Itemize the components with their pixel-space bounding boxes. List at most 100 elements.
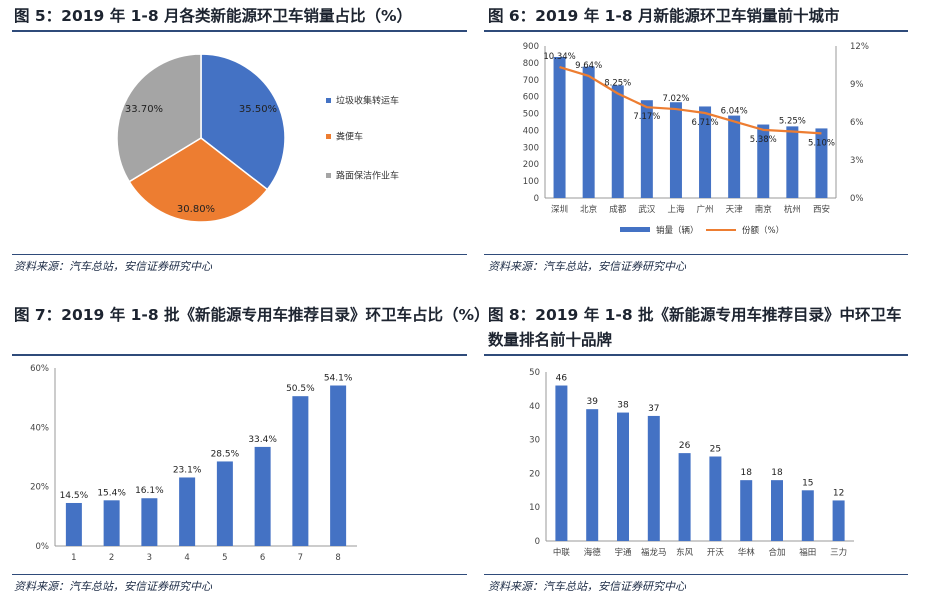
p6-legend-bar-label: 销量（辆） xyxy=(656,225,699,236)
p6-bar-2 xyxy=(582,66,595,198)
legend-label-2: 粪便车 xyxy=(336,131,363,143)
p6-ytick-100: 100 xyxy=(523,177,539,187)
p7-bar-label-4: 23.1% xyxy=(173,465,202,475)
p7-bar-4 xyxy=(179,477,196,546)
p7-bar-6 xyxy=(254,446,271,546)
legend-swatch-3 xyxy=(326,173,331,178)
p8-ytick-30: 30 xyxy=(529,436,540,446)
p6-xtick-9: 杭州 xyxy=(784,204,801,215)
p7-bar-2 xyxy=(103,500,120,546)
p8-bar-chart: 0 10 20 30 40 50 46 中联 39 海德 38 宇通 37 福龙马 26 东风 25 开沃 18 华林… xyxy=(529,368,854,558)
p6-ytick-500: 500 xyxy=(523,110,539,120)
p6-share-line xyxy=(559,65,822,135)
p7-bar-label-3: 16.1% xyxy=(135,486,164,496)
p6-legend-bar-swatch xyxy=(620,227,650,232)
p8-bar-label-6: 25 xyxy=(710,445,721,455)
p8-xtick-4: 福龙马 xyxy=(641,547,667,558)
p7-xtick-1: 1 xyxy=(71,553,76,563)
p6-share-label-6: 6.71% xyxy=(692,118,719,128)
p8-bar-label-3: 38 xyxy=(617,401,629,411)
p7-xtick-2: 2 xyxy=(109,553,114,563)
p6-y2tick-2: 6% xyxy=(850,118,864,128)
p6-share-label-3: 8.25% xyxy=(604,79,631,89)
p6-source: 资料来源：汽车总站，安信证券研究中心 xyxy=(488,260,686,273)
p7-xtick-5: 5 xyxy=(222,553,227,563)
p8-xtick-9: 福田 xyxy=(799,547,816,558)
p6-bar-5 xyxy=(669,102,682,198)
p8-ytick-40: 40 xyxy=(529,402,540,412)
p6-xtick-5: 上海 xyxy=(667,204,685,215)
pie-slice-label-1: 35.50% xyxy=(239,104,277,115)
p8-bar-label-8: 18 xyxy=(771,468,783,478)
p7-bar-chart: 0% 20% 40% 60% 14.5% 1 15.4% 2 16.1% 3 23.1% 4 28.5%… xyxy=(30,364,357,563)
p6-share-label-1: 10.34% xyxy=(543,52,575,62)
p7-bar-label-1: 14.5% xyxy=(60,491,89,501)
p8-bar-10 xyxy=(832,500,845,541)
p8-ytick-10: 10 xyxy=(529,503,540,513)
p8-title-line1: 图 8：2019 年 1-8 批《新能源专用车推荐目录》中环卫车 xyxy=(488,306,902,324)
p6-xtick-6: 广州 xyxy=(697,204,714,215)
p6-title-rule xyxy=(484,30,908,32)
pie-slice-1 xyxy=(200,53,286,191)
pie-slice-2 xyxy=(128,137,269,223)
p8-bar-label-4: 37 xyxy=(648,404,659,414)
p6-bar-7 xyxy=(728,115,741,198)
p7-xtick-4: 4 xyxy=(184,553,189,563)
p8-bar-label-2: 39 xyxy=(586,397,598,407)
p8-ytick-20: 20 xyxy=(529,469,540,479)
p7-ytick-2: 40% xyxy=(30,423,49,433)
p8-bar-4 xyxy=(647,415,660,541)
p6-share-label-8: 5.38% xyxy=(750,135,777,145)
p8-xtick-7: 华林 xyxy=(738,547,756,558)
p7-bar-1 xyxy=(65,502,82,546)
p7-bar-label-5: 28.5% xyxy=(211,449,240,459)
p6-share-label-9: 5.25% xyxy=(779,117,806,127)
p6-ytick-0: 0 xyxy=(534,194,539,204)
p6-legend-line-label: 份额（%） xyxy=(742,225,784,236)
p7-bar-label-7: 50.5% xyxy=(286,384,315,394)
p6-share-label-7: 6.04% xyxy=(721,106,748,116)
p8-bar-3 xyxy=(617,412,629,541)
pie-slice-label-2: 30.80% xyxy=(177,204,215,215)
p6-title: 图 6：2019 年 1-8 月新能源环卫车销量前十城市 xyxy=(488,7,840,25)
p6-xtick-10: 西安 xyxy=(813,204,830,215)
p8-bar-7 xyxy=(740,480,753,541)
p6-share-label-4: 7.17% xyxy=(633,112,660,122)
p8-bar-label-10: 12 xyxy=(833,488,844,498)
p5-title-rule xyxy=(12,30,467,32)
p7-title-rule xyxy=(12,354,467,356)
p6-source-rule xyxy=(484,254,908,255)
p7-bar-5 xyxy=(216,461,233,546)
p6-y2tick-4: 12% xyxy=(850,42,869,52)
p7-bar-7 xyxy=(292,396,309,546)
p5-source-rule xyxy=(12,254,467,255)
p5-title: 图 5：2019 年 1-8 月各类新能源环卫车销量占比（%） xyxy=(14,7,413,25)
p6-share-label-2: 9.64% xyxy=(575,61,602,71)
p6-share-label-5: 7.02% xyxy=(662,94,689,104)
p8-bar-2 xyxy=(586,409,599,541)
p8-title-line2: 数量排名前十品牌 xyxy=(488,331,613,349)
p6-y2tick-0: 0% xyxy=(850,194,864,204)
p7-bar-label-2: 15.4% xyxy=(97,488,126,498)
p7-source: 资料来源：汽车总站，安信证券研究中心 xyxy=(14,580,212,593)
p7-ytick-0: 0% xyxy=(36,542,50,552)
pie-slice-label-3: 33.70% xyxy=(125,104,163,115)
p6-ytick-300: 300 xyxy=(523,143,539,153)
p6-bar-3 xyxy=(611,85,624,198)
p8-ytick-0: 0 xyxy=(535,537,540,547)
p6-xtick-8: 南京 xyxy=(755,204,772,215)
p8-ytick-50: 50 xyxy=(529,368,540,378)
p7-xtick-7: 7 xyxy=(298,553,303,563)
p7-xtick-6: 6 xyxy=(260,553,265,563)
p8-bar-1 xyxy=(555,385,568,541)
legend-label-1: 垃圾收集转运车 xyxy=(336,95,399,107)
pie-slice-3 xyxy=(116,53,202,183)
p7-source-rule xyxy=(12,574,467,575)
p8-xtick-8: 合加 xyxy=(768,547,785,558)
p7-xtick-3: 3 xyxy=(147,553,152,563)
p6-xtick-1: 深圳 xyxy=(551,204,568,215)
p6-bar-1 xyxy=(553,56,566,198)
p8-title-rule xyxy=(484,354,908,356)
p6-y2tick-1: 3% xyxy=(850,156,864,166)
